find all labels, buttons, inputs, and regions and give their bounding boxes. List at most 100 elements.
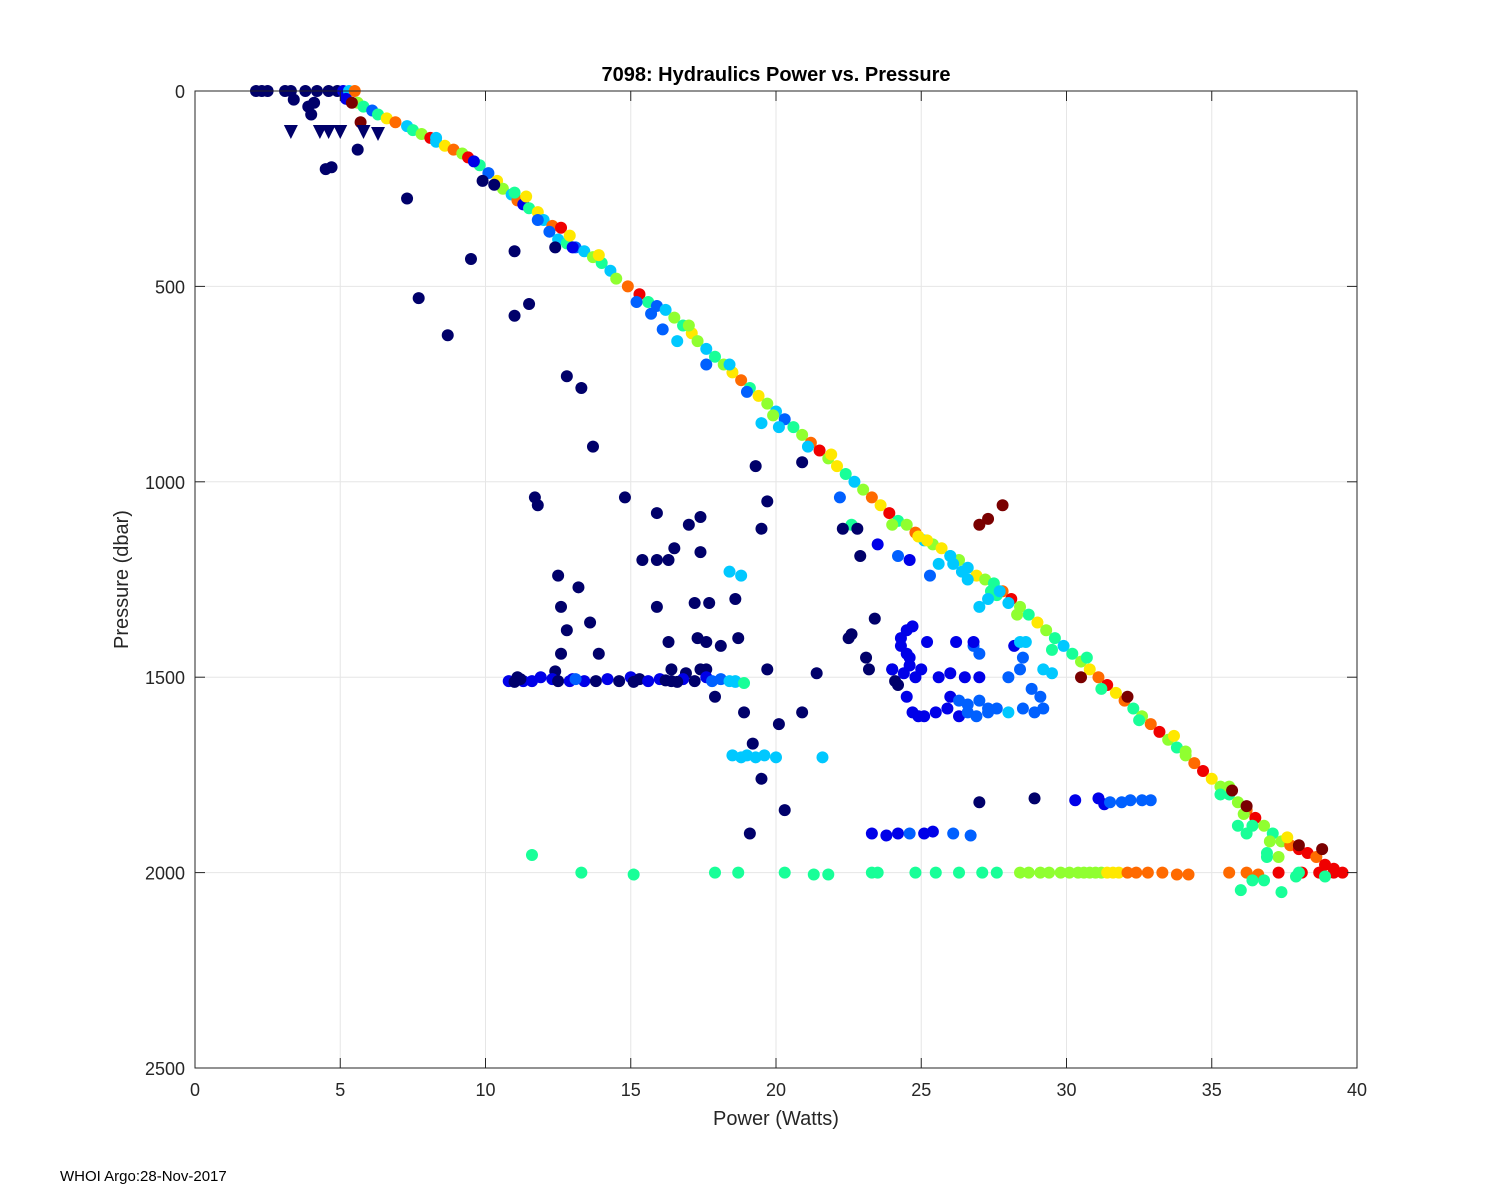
data-point-deep-scatter bbox=[305, 108, 318, 121]
data-point-row-2000 bbox=[976, 866, 989, 879]
data-point-mid-band bbox=[929, 706, 942, 719]
data-point-row-2000 bbox=[990, 866, 1003, 879]
data-point-ascent-main bbox=[801, 440, 814, 453]
data-point-dense-1500 bbox=[569, 673, 582, 686]
data-point-ascent-main bbox=[1167, 729, 1180, 742]
data-point-ascent-main bbox=[796, 428, 809, 441]
data-point-ascent-main bbox=[973, 600, 986, 613]
data-point-deep-scatter bbox=[694, 546, 707, 559]
x-tick-label: 5 bbox=[335, 1080, 345, 1100]
data-point-row-1800 bbox=[1144, 794, 1157, 807]
data-point-row-2000 bbox=[1121, 866, 1134, 879]
data-point-dense-1500 bbox=[627, 675, 640, 688]
data-point-mid-band bbox=[921, 636, 934, 649]
data-point-row-2000 bbox=[1170, 868, 1183, 881]
data-point-row-2000 bbox=[525, 849, 538, 862]
data-point-mid-band bbox=[1019, 636, 1032, 649]
data-point-deep-scatter bbox=[700, 636, 713, 649]
data-point-mid-band bbox=[973, 647, 986, 660]
data-point-deep-scatter bbox=[714, 639, 727, 652]
data-point-mid-band bbox=[918, 710, 931, 723]
data-point-row-2000 bbox=[1289, 870, 1302, 883]
data-point-ascent-main bbox=[833, 491, 846, 504]
footer-credit: WHOI Argo:28-Nov-2017 bbox=[60, 1168, 227, 1185]
data-point-ascent-main bbox=[1205, 772, 1218, 785]
data-point-row-2000 bbox=[575, 866, 588, 879]
data-point-deep-scatter bbox=[862, 663, 875, 676]
data-point-deep-scatter bbox=[508, 309, 521, 322]
data-point-row-2000 bbox=[1272, 866, 1285, 879]
data-point-ascent-main bbox=[723, 358, 736, 371]
data-point-ascent-main bbox=[1281, 831, 1294, 844]
data-point-deep-scatter bbox=[650, 553, 663, 566]
data-point-ascent-main bbox=[1011, 608, 1024, 621]
data-point-mid-band bbox=[967, 636, 980, 649]
data-point-ascent-main bbox=[708, 350, 721, 363]
data-point-row-2000 bbox=[732, 866, 745, 879]
data-point-ascent-main bbox=[389, 116, 402, 129]
data-point-deep-scatter bbox=[682, 518, 695, 531]
data-point-ascent-main bbox=[621, 280, 634, 293]
data-point-deep-scatter bbox=[555, 647, 568, 660]
data-point-dense-1500 bbox=[601, 673, 614, 686]
data-point-deep-scatter bbox=[325, 161, 338, 174]
data-point-ascent-main bbox=[630, 296, 643, 309]
data-point-deep-scatter bbox=[523, 297, 536, 310]
data-point-deep-scatter bbox=[796, 456, 809, 469]
data-point-ascent-main bbox=[831, 460, 844, 473]
data-point-dark-red bbox=[1075, 671, 1088, 684]
data-point-deep-scatter bbox=[636, 553, 649, 566]
data-point-dense-1500 bbox=[671, 675, 684, 688]
data-point-ascent-main bbox=[1057, 639, 1070, 652]
data-point-mid-band bbox=[1002, 706, 1015, 719]
data-point-row-2000 bbox=[1234, 884, 1247, 897]
x-tick-label: 30 bbox=[1056, 1080, 1076, 1100]
data-point-start-triangles bbox=[321, 125, 336, 140]
data-point-row-2000 bbox=[953, 866, 966, 879]
data-point-row-2000 bbox=[1022, 866, 1035, 879]
data-point-row-2000 bbox=[1246, 874, 1259, 887]
data-point-ascent-main bbox=[645, 307, 658, 320]
data-point-row-2000 bbox=[1014, 866, 1027, 879]
data-point-row-1700 bbox=[735, 569, 748, 582]
data-point-ascent-main bbox=[752, 389, 765, 402]
data-point-deep-scatter bbox=[749, 460, 762, 473]
data-point-ascent-main bbox=[563, 229, 576, 242]
data-point-mid-band bbox=[886, 663, 899, 676]
data-point-deep-scatter bbox=[584, 616, 597, 629]
data-point-ascent-main bbox=[772, 421, 785, 434]
data-point-deep-scatter bbox=[560, 370, 573, 383]
data-point-ascent-main bbox=[555, 221, 568, 234]
data-point-ascent-main bbox=[691, 335, 704, 348]
data-point-mid-band bbox=[915, 663, 928, 676]
data-point-mid-band bbox=[903, 553, 916, 566]
data-point-row-1900 bbox=[892, 827, 905, 840]
data-point-mid-band bbox=[1002, 671, 1015, 684]
data-point-ascent-main bbox=[287, 93, 300, 106]
data-point-mid-band bbox=[1016, 702, 1029, 715]
data-point-deep-scatter bbox=[796, 706, 809, 719]
data-point-mid-band bbox=[1037, 702, 1050, 715]
data-point-mid-band bbox=[961, 698, 974, 711]
data-point-row-2000 bbox=[1112, 866, 1125, 879]
data-point-ascent-main bbox=[1214, 788, 1227, 801]
data-point-deep-scatter bbox=[851, 522, 864, 535]
data-point-deep-scatter bbox=[618, 491, 631, 504]
data-point-deep-scatter bbox=[845, 628, 858, 641]
data-point-row-2000 bbox=[1275, 886, 1288, 899]
y-tick-label: 500 bbox=[155, 277, 185, 297]
data-point-dark-red bbox=[1121, 690, 1134, 703]
x-tick-label: 20 bbox=[766, 1080, 786, 1100]
data-point-ascent-main bbox=[1048, 632, 1061, 645]
x-tick-label: 15 bbox=[621, 1080, 641, 1100]
data-point-dark-red bbox=[1316, 843, 1329, 856]
data-point-mid-band bbox=[871, 538, 884, 551]
data-point-deep-scatter bbox=[761, 495, 774, 508]
data-point-dense-1500 bbox=[514, 673, 527, 686]
data-point-deep-scatter bbox=[860, 651, 873, 664]
data-point-dark-red bbox=[973, 518, 986, 531]
data-point-deep-scatter bbox=[732, 632, 745, 645]
data-point-ascent-main bbox=[874, 499, 887, 512]
data-point-row-1900 bbox=[947, 827, 960, 840]
